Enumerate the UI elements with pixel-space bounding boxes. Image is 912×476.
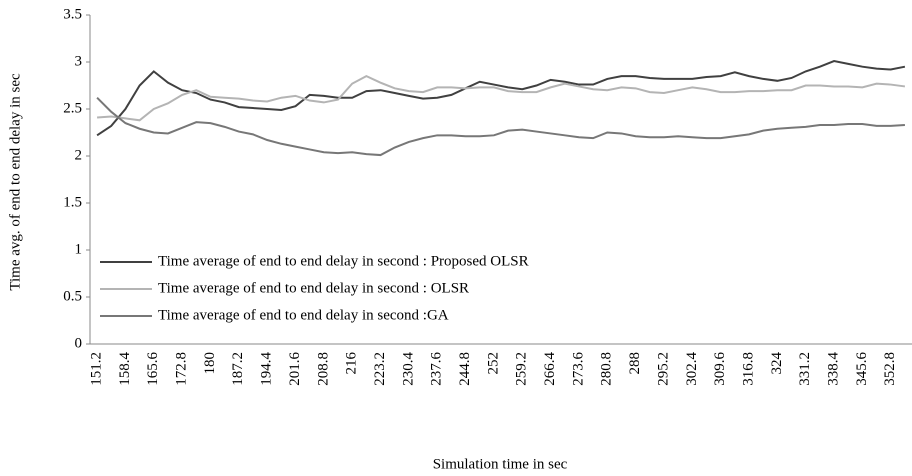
x-tick-label: 244.8 <box>457 352 473 386</box>
y-tick-label: 2.5 <box>63 100 82 116</box>
x-axis-title: Simulation time in sec <box>433 456 568 472</box>
x-tick-label: 237.6 <box>429 352 445 386</box>
line-series <box>97 74 906 122</box>
x-tick-label: 273.6 <box>570 352 586 386</box>
y-tick-label: 3.5 <box>63 6 82 22</box>
legend-label: Time average of end to end delay in seco… <box>158 253 529 269</box>
y-tick-label: 1 <box>75 241 83 257</box>
x-tick-label: 187.2 <box>230 352 246 386</box>
x-tick-label: 151.2 <box>89 352 105 386</box>
legend-label: Time average of end to end delay in seco… <box>158 280 469 296</box>
x-tick-label: 216 <box>344 352 360 375</box>
x-tick-label: 252 <box>485 352 501 375</box>
x-tick-label: 352.8 <box>882 352 898 386</box>
x-tick-label: 230.4 <box>400 352 416 386</box>
x-tick-label: 223.2 <box>372 352 388 386</box>
y-tick-label: 1.5 <box>63 194 82 210</box>
x-tick-label: 331.2 <box>797 352 813 386</box>
x-tick-label: 180 <box>202 352 218 375</box>
x-tick-label: 316.8 <box>740 352 756 386</box>
x-tick-label: 194.4 <box>259 352 275 386</box>
x-tick-label: 266.4 <box>542 352 558 386</box>
y-tick-label: 0 <box>75 335 83 351</box>
line-series <box>96 97 905 157</box>
x-tick-label: 201.6 <box>287 352 303 386</box>
x-tick-label: 295.2 <box>655 352 671 386</box>
y-tick-label: 2 <box>75 147 83 163</box>
x-tick-label: 172.8 <box>174 352 190 386</box>
x-tick-label: 338.4 <box>825 352 841 386</box>
x-tick-label: 165.6 <box>145 352 161 386</box>
x-tick-label: 324 <box>769 352 785 375</box>
x-tick-label: 345.6 <box>854 352 870 386</box>
y-tick-label: 0.5 <box>63 288 82 304</box>
x-tick-label: 309.6 <box>712 352 728 386</box>
x-tick-label: 302.4 <box>684 352 700 386</box>
y-axis-title: Time avg. of end to end delay in sec <box>7 73 23 291</box>
x-tick-label: 208.8 <box>315 352 331 386</box>
y-tick-label: 3 <box>75 53 83 69</box>
x-tick-label: 158.4 <box>117 352 133 386</box>
x-tick-label: 259.2 <box>514 352 530 386</box>
x-tick-label: 280.8 <box>599 352 615 386</box>
legend-label: Time average of end to end delay in seco… <box>158 307 449 323</box>
x-tick-label: 288 <box>627 352 643 375</box>
line-series <box>96 60 906 137</box>
